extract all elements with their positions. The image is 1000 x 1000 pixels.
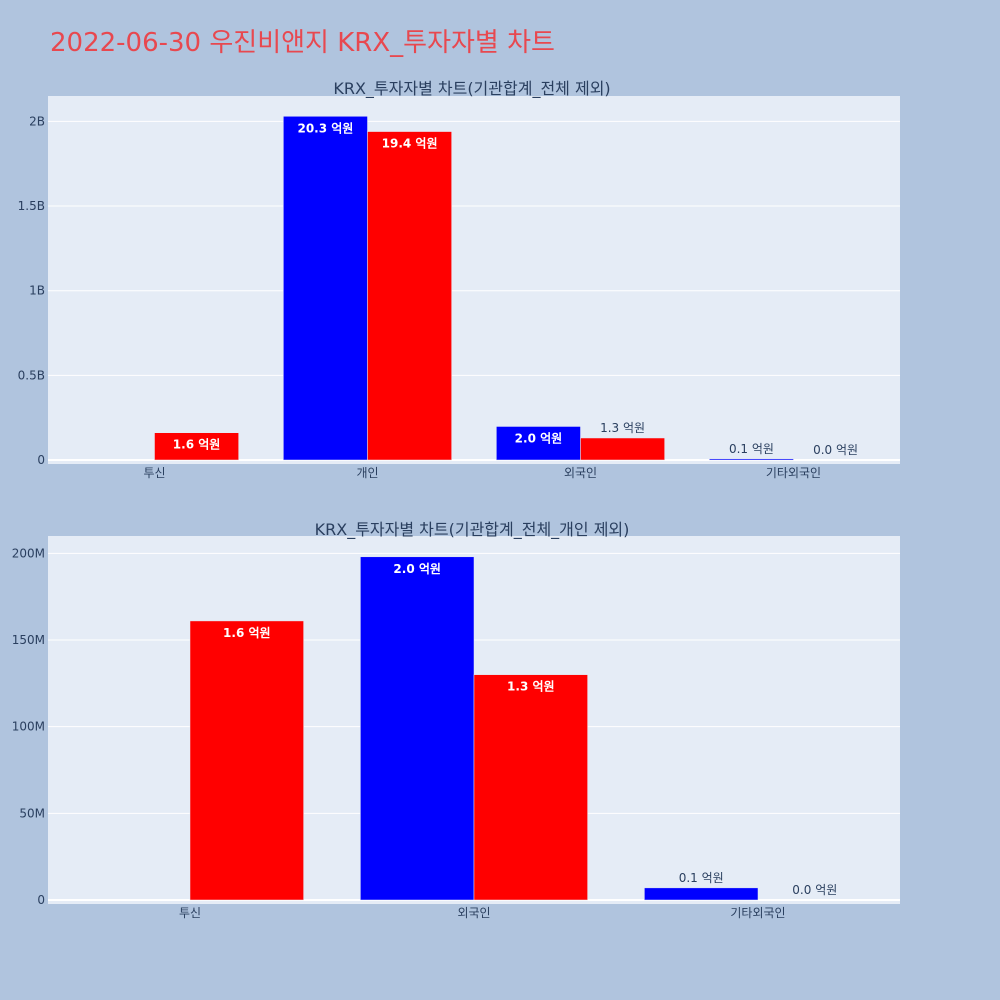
- y-tick-label: 1B: [29, 284, 45, 298]
- x-tick-label: 기타외국인: [730, 906, 785, 920]
- bar-data-label: 1.3 억원: [507, 680, 555, 694]
- y-tick-label: 1.5B: [18, 199, 45, 213]
- y-tick-label: 150M: [12, 633, 45, 647]
- x-tick-label: 외국인: [457, 906, 490, 920]
- bar-data-label: 2.0 억원: [515, 431, 563, 445]
- bar-data-label: 19.4 억원: [382, 137, 438, 151]
- chart-title: KRX_투자자별 차트(기관합계_전체_개인 제외): [315, 520, 630, 540]
- x-tick-label: 외국인: [564, 466, 597, 480]
- bar: [367, 131, 452, 461]
- y-tick-label: 0.5B: [18, 368, 45, 382]
- bar: [580, 437, 665, 461]
- bar: [496, 426, 581, 461]
- bar: [644, 887, 759, 901]
- y-tick-label: 200M: [12, 546, 45, 560]
- bar-data-label: 1.6 억원: [173, 438, 221, 452]
- y-tick-label: 0: [37, 893, 45, 907]
- x-tick-label: 개인: [356, 466, 378, 480]
- bar-data-label: 0.1 억원: [679, 871, 724, 885]
- chart-1: 0 0.5B 1B 1.5B 2B KRX_투자자별 차트(기관합계_전체 제외) 투신 1.…: [18, 79, 900, 480]
- bar: [360, 556, 475, 901]
- bar-data-label: 0.0 억원: [813, 443, 858, 457]
- bar-data-label: 1.3 억원: [600, 421, 645, 435]
- plot-area: [48, 96, 900, 464]
- y-tick-label: 50M: [19, 806, 45, 820]
- bar: [283, 116, 368, 461]
- x-tick-label: 투신: [143, 466, 165, 480]
- bar: [709, 458, 794, 461]
- y-tick-label: 2B: [29, 114, 45, 128]
- x-tick-label: 투신: [179, 906, 201, 920]
- bar: [189, 620, 304, 901]
- bar-data-label: 1.6 억원: [223, 626, 271, 640]
- x-tick-label: 기타외국인: [766, 466, 821, 480]
- y-tick-label: 0: [37, 453, 45, 467]
- y-tick-label: 100M: [12, 720, 45, 734]
- chart-2: 0 50M 100M 150M 200M KRX_투자자별 차트(기관합계_전체_개인 제…: [12, 520, 900, 920]
- bar-data-label: 2.0 억원: [393, 562, 441, 576]
- page-title: 2022-06-30 우진비앤지 KRX_투자자별 차트: [50, 28, 555, 58]
- bar: [473, 674, 588, 901]
- bar-data-label: 0.0 억원: [792, 883, 837, 897]
- bar: [154, 432, 239, 461]
- bar-data-label: 0.1 억원: [729, 442, 774, 456]
- chart-title: KRX_투자자별 차트(기관합계_전체 제외): [333, 79, 610, 99]
- bar-data-label: 20.3 억원: [297, 121, 353, 135]
